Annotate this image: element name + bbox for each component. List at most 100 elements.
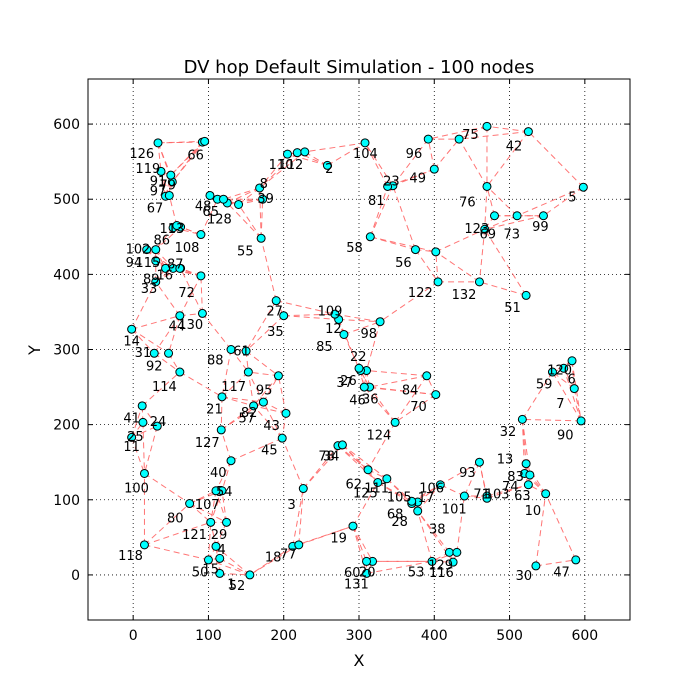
link-edge [281,437,304,489]
sensor-node [559,363,569,373]
link-edge [327,142,366,166]
node-id-label: 86 [153,233,170,248]
node-id-label: 101 [442,502,467,517]
y-tick-label: 400 [53,267,80,283]
link-edge [276,300,336,315]
link-edge [146,249,174,269]
sensor-node [255,183,265,193]
node-id-label: 70 [410,400,427,415]
node-id-label: 81 [368,194,385,209]
link-edge [227,198,263,204]
y-axis-ticks: 0 100 200 300 400 500 600 [53,117,630,584]
sensor-node [138,417,148,427]
node-id-label: 59 [536,378,553,393]
sensor-node [578,182,588,192]
link-edge [364,142,394,186]
sensor-node [339,329,349,339]
node-id-label: 25 [127,430,144,445]
sensor-node [567,356,577,366]
node-id-label: 66 [187,148,204,163]
link-edge [200,275,203,314]
node-id-label: 6 [568,372,576,387]
node-id-label: 41 [123,411,140,426]
link-edge [142,422,145,474]
link-edge [131,315,180,330]
link-edge [215,545,251,576]
node-id-label: 49 [409,172,426,187]
link-edge [144,473,190,504]
link-edge [352,525,368,574]
sensor-node [139,468,149,478]
sensor-node [273,371,283,381]
link-edge [189,503,212,523]
node-id-label: 90 [557,429,574,444]
sensor-node [541,489,551,499]
link-edge [219,572,250,576]
node-id-label: 16 [157,269,174,284]
link-edge [379,281,439,323]
sensor-node [161,263,171,273]
sensor-node [205,190,215,200]
x-axis-ticks: 0 100 200 300 400 500 600 [129,79,598,644]
sensor-node [139,540,149,550]
node-id-label: 50 [192,565,209,580]
sensor-node [245,570,255,580]
link-edge [427,139,435,170]
link-edge [220,429,232,461]
sensor-node [362,568,372,578]
node-id-label: 115 [135,256,160,271]
sensor-node [294,540,304,550]
link-edge [221,396,254,407]
link-edge [210,490,223,523]
node-id-label: 4 [217,543,225,558]
link-edge [392,168,435,187]
link-edge [392,185,416,250]
sensor-node [206,517,216,527]
link-edge [352,525,373,562]
node-id-label: 96 [406,147,423,162]
link-edge [144,521,211,546]
sensor-node [258,194,268,204]
sensor-node [151,277,161,287]
node-id-label: 75 [462,128,479,143]
sensor-node [256,233,266,243]
node-id-label: 99 [532,220,549,235]
node-id-label: 128 [207,212,232,227]
link-edge [259,152,298,189]
sensor-node [175,367,185,377]
node-id-label: 98 [361,327,378,342]
link-edge [221,460,232,491]
x-tick-label: 100 [195,628,222,644]
sensor-node [234,199,244,209]
link-edge [363,386,396,423]
link-edge [573,388,582,421]
node-id-label: 132 [452,288,477,303]
link-edge [486,125,529,133]
sensor-node [431,390,441,400]
node-id-label: 76 [459,196,476,211]
sensor-node [365,232,375,242]
node-id-label: 67 [147,202,164,217]
link-edge [337,445,369,471]
link-edge [262,401,283,439]
link-edge [338,319,360,369]
node-id-label: 51 [504,301,521,316]
link-edge [143,426,158,474]
link-edge [180,268,203,314]
link-edge [171,141,206,183]
link-edge [484,215,544,230]
node-id-label: 106 [419,481,444,496]
link-edge [153,315,181,354]
node-id-label: 72 [178,286,195,301]
node-id-label: 57 [239,411,256,426]
link-edge [435,228,485,253]
link-edge [226,202,262,239]
node-id-label: 19 [330,532,347,547]
sensor-node [258,397,268,407]
node-id-label: 104 [353,147,378,162]
link-edge [528,131,584,188]
node-labels-layer: 1234567810111213141516171819202122232425… [118,128,576,594]
x-tick-label: 200 [270,628,297,644]
link-edge [131,425,158,438]
link-edge [253,405,283,439]
